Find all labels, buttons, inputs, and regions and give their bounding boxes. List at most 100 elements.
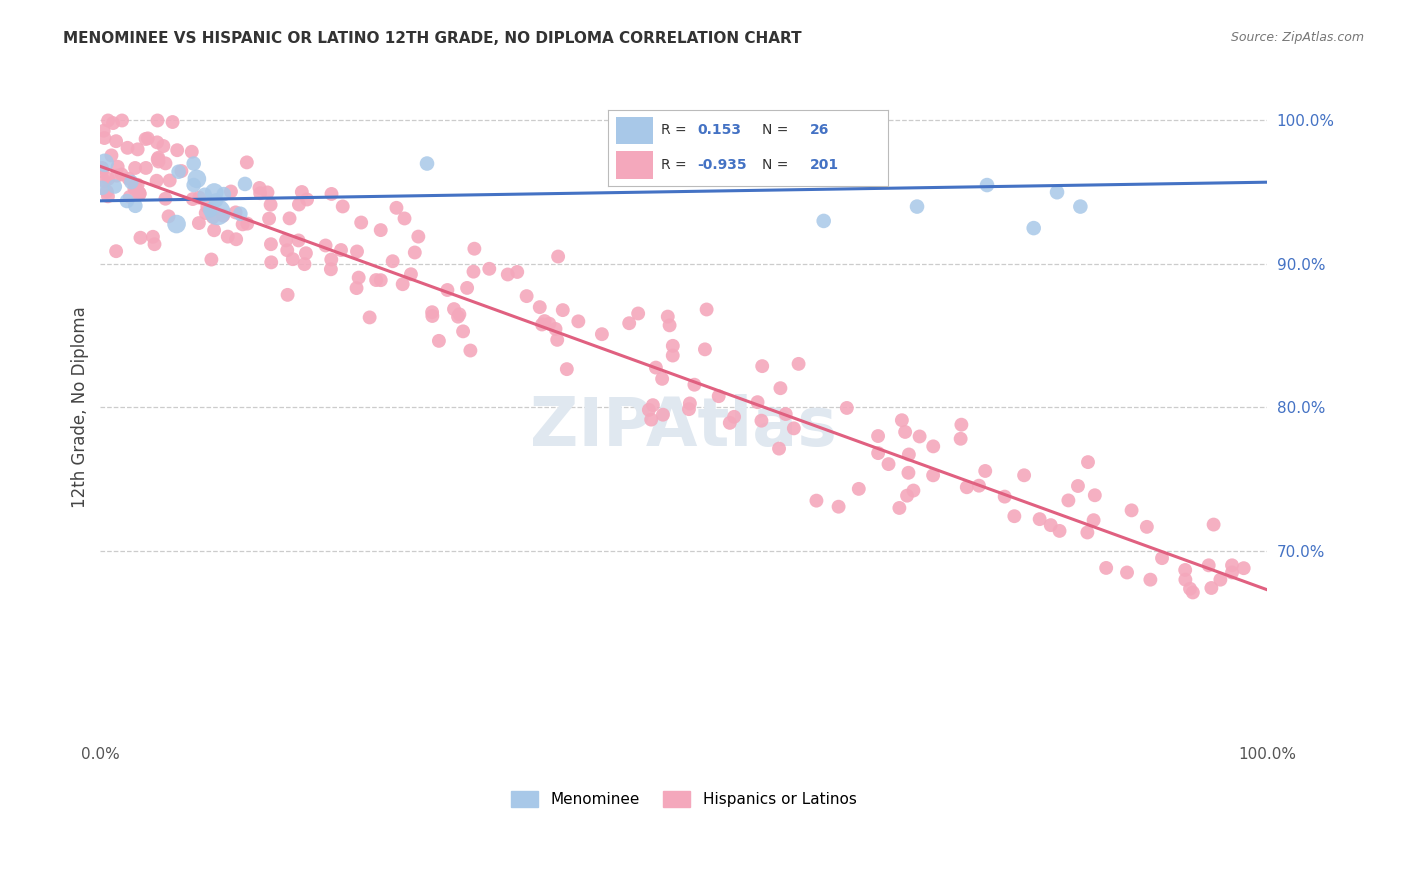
Point [274,233,297,247]
Point [107,160,129,174]
Point [538,317,561,331]
Text: MENOMINEE VS HISPANIC OR LATINO 12TH GRADE, NO DIPLOMA CORRELATION CHART: MENOMINEE VS HISPANIC OR LATINO 12TH GRA… [63,31,801,46]
Point [747,395,769,409]
Point [1084,488,1107,502]
Point [233,177,256,191]
Point [427,334,450,348]
Point [97,189,120,203]
Point [751,359,773,373]
Point [346,281,368,295]
Point [159,173,181,187]
Point [207,205,229,219]
Point [546,333,568,347]
Point [115,194,138,208]
Point [661,349,683,363]
Point [718,416,741,430]
Point [460,343,482,358]
Point [1150,551,1173,566]
Point [404,245,426,260]
Point [1028,512,1050,526]
Point [281,252,304,267]
Point [93,156,115,170]
Point [1012,468,1035,483]
Point [897,466,920,480]
Point [166,217,188,231]
Point [530,318,553,332]
Point [658,318,681,333]
Point [967,478,990,492]
Point [249,181,271,195]
Point [751,414,773,428]
Point [350,215,373,229]
Point [1046,186,1069,200]
Point [877,457,900,471]
Point [229,207,252,221]
Point [529,300,551,314]
Point [385,201,408,215]
Text: Source: ZipAtlas.com: Source: ZipAtlas.com [1230,31,1364,45]
Point [146,152,169,166]
Point [162,115,184,129]
Point [256,186,278,200]
Point [347,270,370,285]
Point [678,402,700,417]
Point [142,229,165,244]
Point [104,179,127,194]
Point [315,238,337,252]
Point [922,468,945,483]
Point [288,197,311,211]
Point [187,216,209,230]
Point [105,244,128,259]
Point [896,489,918,503]
Point [97,113,120,128]
Point [202,186,225,200]
Point [183,156,205,170]
Point [835,401,858,415]
Point [1136,520,1159,534]
Point [236,155,259,169]
Point [567,314,589,328]
Point [1201,581,1223,595]
Point [259,198,281,212]
Point [97,171,120,186]
Point [128,186,150,201]
Point [1198,558,1220,573]
Point [1209,573,1232,587]
Point [868,429,890,443]
Point [783,421,806,435]
Point [848,482,870,496]
Point [890,413,912,427]
Point [180,145,202,159]
Point [544,322,567,336]
Point [194,206,217,220]
Point [449,307,471,321]
Point [723,409,745,424]
Point [1069,200,1091,214]
Y-axis label: 12th Grade, No Diploma: 12th Grade, No Diploma [72,307,89,508]
Point [135,161,157,175]
Point [1022,221,1045,235]
Point [124,199,146,213]
Point [533,314,555,328]
Point [111,113,134,128]
Point [232,218,254,232]
Point [96,185,118,199]
Point [903,483,925,498]
Point [775,407,797,421]
Point [195,200,218,214]
Point [188,191,211,205]
Point [551,303,574,318]
Point [976,178,998,192]
Point [555,362,578,376]
Point [124,161,146,175]
Point [1067,479,1090,493]
Point [436,283,458,297]
Point [679,396,702,410]
Point [155,192,177,206]
Point [183,178,205,192]
Point [128,186,150,200]
Point [516,289,538,303]
Point [260,255,283,269]
Point [152,139,174,153]
Point [683,377,706,392]
